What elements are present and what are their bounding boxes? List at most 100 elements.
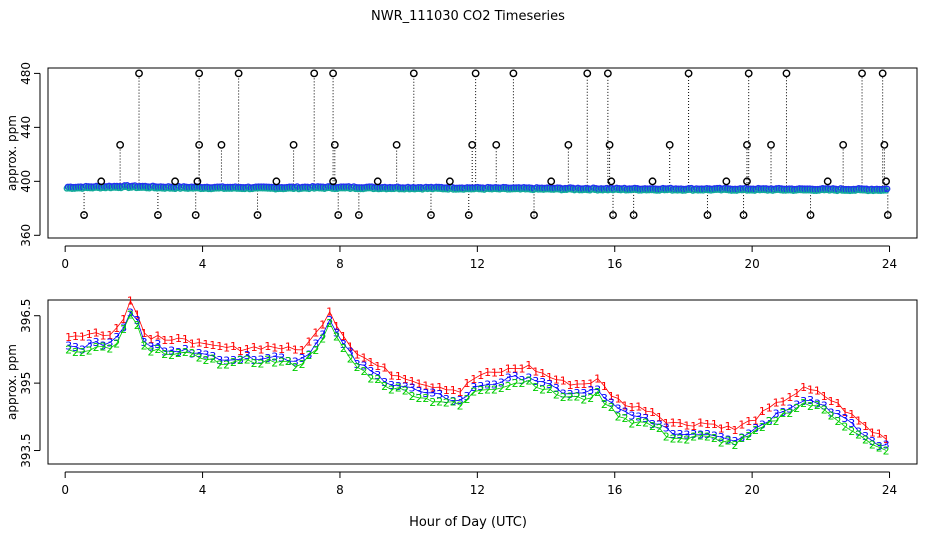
series-marker-2: 2 (677, 432, 684, 445)
series-marker-3: 3 (780, 406, 787, 419)
series-marker-2: 2 (766, 415, 773, 428)
series-marker-3: 3 (99, 339, 106, 352)
series-marker-1: 1 (285, 341, 292, 354)
series-marker-2: 2 (367, 373, 374, 386)
series-marker-2: 2 (450, 396, 457, 409)
series-marker-3: 3 (725, 433, 732, 446)
series-marker-3: 3 (498, 376, 505, 389)
series-marker-3: 3 (326, 314, 333, 327)
outlier-point (743, 141, 751, 149)
series-marker-2: 2 (773, 415, 780, 428)
series-marker-2: 2 (649, 420, 656, 433)
series-marker-2: 2 (264, 353, 271, 366)
series-marker-1: 1 (628, 401, 635, 414)
series-marker-1: 1 (340, 330, 347, 343)
series-marker-3: 3 (525, 371, 532, 384)
series-marker-3: 3 (415, 385, 422, 398)
series-marker-1: 1 (484, 366, 491, 379)
series-marker-1: 1 (622, 399, 629, 412)
outlier-point (629, 211, 638, 219)
series-marker-1: 1 (491, 366, 498, 379)
series-marker-2: 2 (141, 340, 148, 353)
series-marker-1: 1 (711, 418, 718, 431)
series-marker-2: 2 (519, 377, 526, 390)
outlier-point (171, 177, 179, 186)
series-marker-1: 1 (450, 384, 457, 397)
outlier-point (427, 211, 435, 219)
series-marker-2: 2 (711, 432, 718, 445)
series-marker-3: 3 (848, 417, 855, 430)
series-marker-3: 3 (608, 397, 615, 410)
series-marker-1: 1 (161, 334, 168, 347)
series-marker-1: 1 (697, 417, 704, 430)
y-tick-label: 396.5 (19, 299, 33, 333)
series-marker-1: 1 (443, 384, 450, 397)
series-marker-2: 2 (326, 317, 333, 330)
series-marker-2: 2 (251, 357, 258, 370)
outlier-point (703, 211, 712, 219)
series-marker-3: 3 (148, 341, 155, 354)
series-marker-2: 2 (525, 374, 532, 387)
y-axis-label: approx. ppm (5, 115, 19, 191)
series-marker-1: 1 (436, 381, 443, 394)
top-panel: 0 4 8 12 16 20 24 360 400 440 480 approx. ppm (5, 62, 918, 271)
series-marker-2: 2 (347, 353, 354, 366)
outlier-point (492, 141, 501, 149)
x-tick-label: 0 (61, 483, 69, 497)
outlier-point (80, 211, 88, 219)
series-marker-1: 1 (800, 381, 807, 394)
series-marker-3: 3 (505, 371, 512, 384)
series-marker-1: 1 (113, 322, 120, 335)
series-marker-1: 1 (780, 396, 787, 409)
series-marker-1: 1 (244, 343, 251, 356)
series-marker-1: 1 (594, 372, 601, 385)
series-marker-1: 1 (738, 419, 745, 432)
series-marker-2: 2 (134, 319, 141, 332)
y-tick-label: 440 (19, 116, 33, 139)
series-marker-1: 1 (99, 329, 106, 342)
series-marker-2: 2 (718, 436, 725, 449)
series-marker-1: 1 (292, 344, 299, 357)
series-marker-1: 1 (148, 333, 155, 346)
series-marker-2: 2 (622, 412, 629, 425)
series-marker-3: 3 (642, 412, 649, 425)
series-marker-2: 2 (697, 430, 704, 443)
outlier-point (392, 141, 401, 149)
outlier-point (607, 177, 616, 186)
series-marker-1: 1 (361, 352, 368, 365)
series-marker-3: 3 (546, 378, 553, 391)
data-points (63, 69, 892, 220)
y-tick-label: 393.5 (19, 433, 33, 467)
series-marker-1: 1 (189, 338, 196, 351)
series-marker-1: 1 (814, 385, 821, 398)
series-marker-3: 3 (189, 347, 196, 360)
series-marker-1: 1 (539, 367, 546, 380)
series-marker-1: 1 (347, 340, 354, 353)
series-marker-1: 1 (876, 428, 883, 441)
series-marker-3: 3 (230, 354, 237, 367)
series-marker-3: 3 (381, 376, 388, 389)
series-marker-1: 1 (264, 340, 271, 353)
series-marker-1: 1 (883, 433, 890, 446)
series-marker-1: 1 (848, 408, 855, 421)
series-marker-3: 3 (821, 400, 828, 413)
series-marker-2: 2 (244, 354, 251, 367)
series-marker-3: 3 (656, 418, 663, 431)
series-marker-3: 3 (677, 428, 684, 441)
series-marker-1: 1 (312, 327, 319, 340)
series-marker-2: 2 (683, 433, 690, 446)
series-marker-3: 3 (539, 376, 546, 389)
series-marker-2: 2 (395, 382, 402, 395)
series-marker-1: 1 (587, 377, 594, 390)
series-marker-1: 1 (182, 333, 189, 346)
series-marker-1: 1 (670, 416, 677, 429)
x-axis: 0 4 8 12 16 20 24 (61, 245, 897, 271)
series-marker-2: 2 (168, 349, 175, 362)
series-marker-3: 3 (759, 418, 766, 431)
series-marker-2: 2 (484, 384, 491, 397)
series-marker-1: 1 (745, 415, 752, 428)
series-marker-3: 3 (457, 394, 464, 407)
series-marker-3: 3 (683, 429, 690, 442)
series-marker-1: 1 (134, 309, 141, 322)
outlier-point (782, 69, 791, 78)
